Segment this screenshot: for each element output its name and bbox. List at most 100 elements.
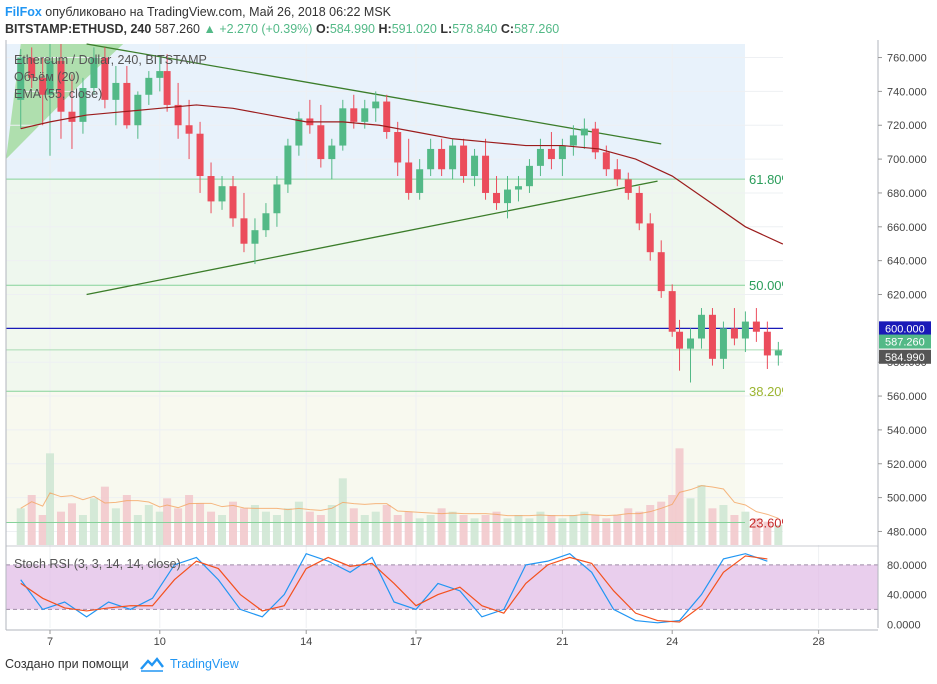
volume-bar: [719, 505, 728, 545]
candle-body: [416, 169, 424, 193]
volume-bar: [415, 518, 424, 545]
legend-volume: Объём (20): [14, 70, 80, 84]
publish-info: опубликовано на TradingView.com, Май 26,…: [45, 5, 392, 19]
volume-bar: [393, 515, 402, 545]
close-value: 587.260: [514, 22, 560, 36]
candle-body: [580, 128, 588, 136]
volume-bar: [133, 515, 142, 545]
candle-body: [646, 223, 654, 253]
tradingview-link[interactable]: TradingView: [170, 657, 239, 671]
volume-bar: [536, 511, 545, 545]
volume-bar: [503, 518, 512, 545]
volume-bar: [46, 453, 54, 545]
candle-body: [196, 133, 204, 177]
volume-bar: [272, 515, 281, 545]
tradingview-logo-icon[interactable]: [140, 656, 164, 675]
candle-body: [613, 169, 621, 180]
candle-body: [383, 101, 391, 133]
volume-bar: [459, 515, 468, 545]
candle-body: [123, 82, 131, 126]
axis-tick-label: 720.000: [887, 120, 927, 132]
candle-body: [741, 321, 749, 339]
author-name[interactable]: FilFox: [5, 5, 42, 19]
volume-bar: [144, 505, 153, 545]
candle-body: [657, 252, 665, 292]
volume-bar: [404, 511, 413, 545]
volume-bar: [730, 515, 739, 545]
candle-body: [262, 213, 270, 231]
candle-body: [719, 328, 727, 359]
candle-body: [482, 155, 490, 193]
trendline: [86, 43, 662, 145]
axis-tick-label: 500.000: [887, 493, 927, 505]
axis-tick-label: 540.000: [887, 425, 927, 437]
volume-bar: [514, 515, 523, 545]
candle-body: [101, 57, 109, 100]
volume-bar: [327, 505, 336, 545]
volume-bar: [305, 511, 314, 545]
stoch-rsi-pane[interactable]: 80.0000 40.0000 0.0000: [6, 545, 937, 631]
candle-body: [525, 165, 533, 187]
candle-body: [145, 77, 153, 95]
candle-body: [449, 145, 457, 170]
candle-body: [174, 104, 182, 126]
high-label: H:: [378, 22, 392, 36]
candle-body: [79, 88, 87, 122]
time-axis[interactable]: 7 10 14 17 21 24 28: [5, 40, 878, 648]
made-with-label: Создано при помощи: [5, 657, 129, 671]
candle-body: [46, 60, 54, 95]
price-badge-label: 584.990: [885, 352, 925, 364]
candle-body: [668, 291, 676, 332]
candle-body: [558, 145, 566, 160]
volume-bar: [196, 503, 205, 545]
axis-tick-label: 700.000: [887, 154, 927, 166]
chart-header: FilFox опубликовано на TradingView.com, …: [0, 0, 937, 40]
candle-body: [295, 118, 303, 146]
triangle-shade: [6, 44, 124, 160]
candle-body: [697, 314, 705, 339]
candle-body: [536, 148, 544, 166]
candle-body: [774, 350, 782, 356]
candle-body: [460, 145, 468, 177]
volume-bar: [613, 515, 622, 545]
volume-bar: [382, 505, 391, 545]
rsi-d-line: [20, 555, 768, 623]
candle-body: [547, 148, 555, 160]
candle-body: [708, 314, 716, 359]
price-badge: [879, 334, 931, 349]
price-axis[interactable]: 760.000 740.000 720.000 700.000 680.000 660.0…: [877, 40, 937, 628]
trendline: [86, 180, 658, 296]
volume-bar: [261, 511, 270, 545]
volume-bar: [547, 515, 556, 545]
price-chart[interactable]: 61.80%(688.158)50.00%(625.500)38.20%(562…: [0, 40, 937, 650]
axis-tick-label: 740.000: [887, 86, 927, 98]
volume-bar: [668, 495, 677, 545]
footer: Создано при помощи TradingView: [0, 648, 937, 684]
volume-bar: [763, 521, 772, 545]
ema-path: [20, 104, 819, 252]
price-change: ▲ +2.270 (+0.39%): [203, 22, 313, 36]
candle-body: [68, 111, 76, 122]
candle-body: [514, 186, 522, 190]
candle-body: [229, 186, 237, 219]
volume-bar: [122, 495, 131, 545]
candle-body: [361, 108, 369, 122]
candle-body: [493, 192, 501, 204]
trendlines[interactable]: [86, 43, 662, 296]
volume-bar: [569, 515, 578, 545]
volume-bar: [492, 511, 501, 545]
candle-body: [427, 148, 435, 170]
candle-body: [394, 132, 402, 163]
volume-bar: [646, 505, 655, 545]
close-label: C:: [500, 22, 515, 36]
rsi-band: [6, 564, 878, 610]
ohlc-line: BITSTAMP:ETHUSD, 240 587.260 ▲ +2.270 (+…: [5, 21, 559, 37]
candle-body: [438, 148, 446, 170]
candle-body: [350, 108, 358, 122]
axis-tick-label: 520.000: [887, 459, 927, 471]
candle-body: [240, 218, 248, 244]
volume-bar: [708, 508, 717, 545]
candle-body: [273, 184, 281, 214]
time-tick-label: 21: [556, 636, 568, 648]
time-tick-label: 24: [666, 636, 678, 648]
